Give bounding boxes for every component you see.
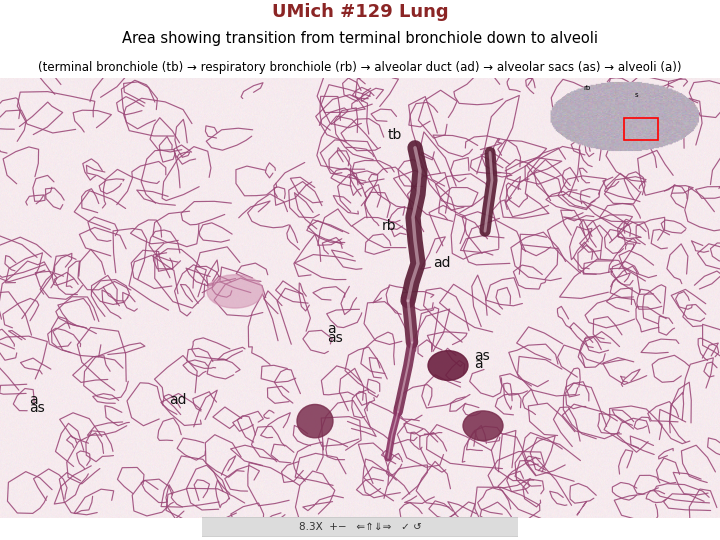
Text: Area showing transition from terminal bronchiole down to alveoli: Area showing transition from terminal br… bbox=[122, 31, 598, 46]
Text: as: as bbox=[29, 401, 45, 415]
Text: UMich #129 Lung: UMich #129 Lung bbox=[271, 3, 449, 21]
FancyBboxPatch shape bbox=[192, 517, 528, 537]
Text: 8.3X  +−   ⇐⇑⇓⇒   ✓ ↺: 8.3X +− ⇐⇑⇓⇒ ✓ ↺ bbox=[299, 522, 421, 532]
Text: a: a bbox=[29, 393, 37, 407]
Text: as: as bbox=[474, 348, 490, 362]
Ellipse shape bbox=[463, 411, 503, 441]
Ellipse shape bbox=[207, 275, 263, 308]
Ellipse shape bbox=[428, 350, 468, 380]
Text: ad: ad bbox=[169, 393, 186, 407]
Ellipse shape bbox=[297, 404, 333, 438]
Text: tb: tb bbox=[387, 127, 402, 141]
Bar bbox=[624, 118, 658, 140]
Text: rb: rb bbox=[583, 85, 590, 91]
Text: ad: ad bbox=[433, 256, 451, 270]
Text: s: s bbox=[634, 92, 639, 98]
Text: a: a bbox=[474, 357, 482, 372]
Text: as: as bbox=[328, 331, 343, 345]
Text: a: a bbox=[328, 322, 336, 336]
Text: (terminal bronchiole (tb) → respiratory bronchiole (rb) → alveolar duct (ad) → a: (terminal bronchiole (tb) → respiratory … bbox=[38, 61, 682, 74]
Text: rb: rb bbox=[382, 219, 396, 233]
